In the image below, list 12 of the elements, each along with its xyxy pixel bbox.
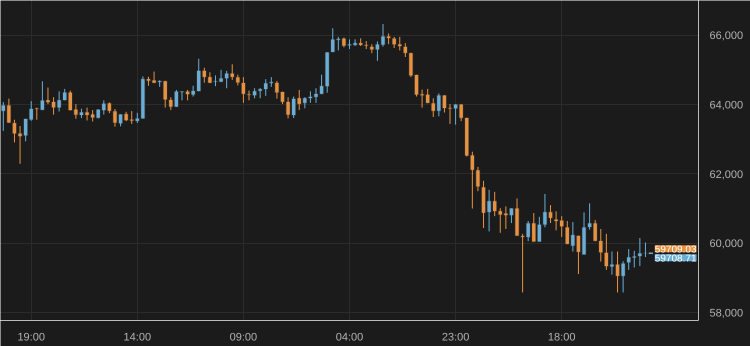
x-tick-label: 09:00 xyxy=(230,332,258,344)
x-tick-label: 19:00 xyxy=(17,332,45,344)
x-tick-label: 04:00 xyxy=(336,332,364,344)
y-tick-label: 58,000 xyxy=(710,308,744,320)
ref-line-label: 59709.03 xyxy=(654,244,697,256)
y-tick-label: 62,000 xyxy=(710,168,744,181)
y-tick-label: 64,000 xyxy=(710,100,744,112)
x-tick-label: 23:00 xyxy=(442,332,470,344)
y-tick-label: 60,000 xyxy=(710,238,744,250)
x-tick-label: 14:00 xyxy=(124,332,152,344)
x-tick-label: 18:00 xyxy=(548,332,576,344)
y-tick-label: 66,000 xyxy=(710,30,744,42)
